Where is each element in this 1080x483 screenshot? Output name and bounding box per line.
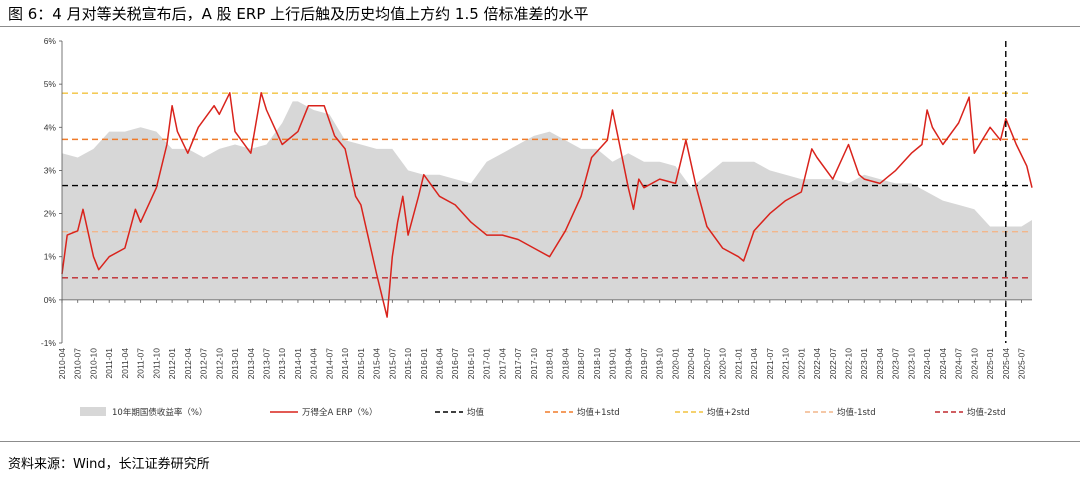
x-tick-label-19: 2015-01 [356,348,366,379]
x-tick-label-46: 2021-10 [781,348,791,379]
x-tick-label-21: 2015-07 [387,348,397,379]
x-tick-label-7: 2012-01 [167,348,177,379]
x-tick-label-28: 2017-04 [497,348,507,379]
bottom-divider [0,441,1080,442]
x-tick-label-54: 2023-10 [906,348,916,379]
x-tick-label-47: 2022-01 [796,348,806,379]
x-tick-label-6: 2011-10 [151,348,161,379]
y-tick-label-5: 4% [44,122,57,132]
y-tick-label-6: 5% [44,79,57,89]
x-tick-label-40: 2020-04 [686,348,696,379]
x-tick-label-37: 2019-07 [639,348,649,379]
x-tick-label-42: 2020-10 [718,348,728,379]
x-tick-label-56: 2024-04 [938,348,948,379]
legend-swatch-0 [80,407,106,416]
x-tick-label-59: 2025-01 [985,348,995,379]
x-tick-label-14: 2013-10 [277,348,287,379]
source-note: 资料来源：Wind，长江证券研究所 [8,457,210,472]
x-tick-label-1: 2010-07 [73,348,83,379]
erp-line [61,92,1033,318]
x-tick-label-25: 2016-07 [450,348,460,379]
y-tick-label-4: 3% [44,165,57,175]
x-tick-label-50: 2022-10 [843,348,853,379]
x-tick-label-30: 2017-10 [529,348,539,379]
chart-title: 图 6：4 月对等关税宣布后，A 股 ERP 上行后触及历史均值上方约 1.5 … [8,5,589,23]
x-tick-label-26: 2016-10 [466,348,476,379]
x-tick-label-61: 2025-07 [1017,348,1027,379]
x-tick-label-51: 2023-01 [859,348,869,379]
x-tick-label-29: 2017-07 [513,348,523,379]
x-tick-label-15: 2014-01 [293,348,303,379]
x-tick-label-31: 2018-01 [545,348,555,379]
legend-label-2: 均值 [467,407,485,418]
y-tick-label-7: 6% [44,36,57,46]
x-tick-label-12: 2013-04 [246,348,256,379]
x-tick-label-44: 2021-04 [749,348,759,379]
y-tick-label-3: 2% [44,209,57,219]
x-tick-label-33: 2018-07 [576,348,586,379]
x-tick-label-22: 2015-10 [403,348,413,379]
x-tick-label-58: 2024-10 [969,348,979,379]
x-tick-label-3: 2011-01 [104,348,114,379]
x-tick-label-53: 2023-07 [891,348,901,379]
x-tick-label-17: 2014-07 [324,348,334,379]
legend-label-6: 均值-2std [967,407,1006,418]
legend-label-3: 均值+1std [577,407,620,418]
legend-label-4: 均值+2std [707,407,750,418]
legend-label-5: 均值-1std [837,407,876,418]
x-tick-label-52: 2023-04 [875,348,885,379]
x-tick-label-60: 2025-04 [1001,348,1011,379]
x-tick-label-32: 2018-04 [560,348,570,379]
legend-label-0: 10年期国债收益率（%） [112,407,207,418]
y-tick-label-1: 0% [44,295,57,305]
legend-label-1: 万得全A ERP（%） [302,407,378,418]
x-tick-label-34: 2018-10 [592,348,602,379]
x-tick-label-49: 2022-07 [828,348,838,379]
x-tick-label-23: 2016-01 [419,348,429,379]
x-tick-label-38: 2019-10 [655,348,665,379]
y-tick-label-2: 1% [44,252,57,262]
x-tick-label-55: 2024-01 [922,348,932,379]
x-tick-label-8: 2012-04 [183,348,193,379]
x-tick-label-39: 2020-01 [670,348,680,379]
x-tick-label-24: 2016-04 [435,348,445,379]
x-tick-label-9: 2012-07 [199,348,209,379]
x-tick-label-4: 2011-04 [120,348,130,379]
x-tick-label-43: 2021-01 [733,348,743,379]
x-tick-label-2: 2010-10 [88,348,98,379]
top-divider [0,26,1080,27]
x-tick-label-57: 2024-07 [954,348,964,379]
x-tick-label-27: 2017-01 [482,348,492,379]
x-tick-label-10: 2012-10 [214,348,224,379]
x-tick-label-36: 2019-04 [623,348,633,379]
y-tick-label-0: -1% [41,338,57,348]
x-tick-label-18: 2014-10 [340,348,350,379]
x-tick-label-41: 2020-07 [702,348,712,379]
x-tick-label-48: 2022-04 [812,348,822,379]
bond-yield-area [62,101,1032,300]
x-tick-label-45: 2021-07 [765,348,775,379]
x-tick-label-20: 2015-04 [372,348,382,379]
x-tick-label-16: 2014-04 [309,348,319,379]
x-tick-label-11: 2013-01 [230,348,240,379]
x-tick-label-13: 2013-07 [261,348,271,379]
x-tick-label-0: 2010-04 [57,348,67,379]
x-tick-label-5: 2011-07 [136,348,146,379]
x-tick-label-35: 2019-01 [608,348,618,379]
